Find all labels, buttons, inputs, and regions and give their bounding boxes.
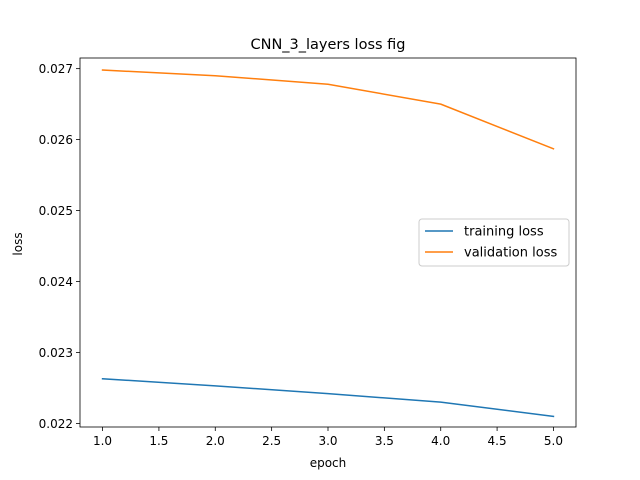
series-line-training-loss xyxy=(101,377,555,418)
y-axis-label: loss xyxy=(11,232,25,255)
x-tick-label: 5.0 xyxy=(544,434,563,448)
y-tick-label: 0.027 xyxy=(39,62,73,76)
legend-label-training-loss: training loss xyxy=(464,225,544,240)
y-tick-label: 0.026 xyxy=(39,133,73,147)
y-tick-label: 0.022 xyxy=(39,417,73,431)
x-tick-label: 3.0 xyxy=(318,434,337,448)
x-tick-label: 2.5 xyxy=(262,434,281,448)
y-tick-label: 0.024 xyxy=(39,275,73,289)
x-tick-label: 1.0 xyxy=(93,434,112,448)
chart-title: CNN_3_layers loss fig xyxy=(250,37,405,53)
plot-frame xyxy=(79,57,577,428)
y-tick-label: 0.023 xyxy=(39,346,73,360)
x-axis-label: epoch xyxy=(310,456,347,470)
legend-box xyxy=(418,218,570,267)
x-tick-label: 3.5 xyxy=(375,434,394,448)
plot-axes: 1.0 1.5 2.0 2.5 3.0 3.5 4.0 4.5 5.0 0.022 0.023 0.0… xyxy=(39,57,577,448)
y-tick-label: 0.025 xyxy=(39,204,73,218)
x-tick-label: 1.5 xyxy=(149,434,168,448)
x-tick-label: 4.0 xyxy=(431,434,450,448)
series-line-validation-loss xyxy=(101,69,555,150)
legend: training loss validation loss xyxy=(418,218,570,267)
x-tick-label: 4.5 xyxy=(488,434,507,448)
x-tick-label: 2.0 xyxy=(206,434,225,448)
legend-label-validation-loss: validation loss xyxy=(464,246,557,261)
